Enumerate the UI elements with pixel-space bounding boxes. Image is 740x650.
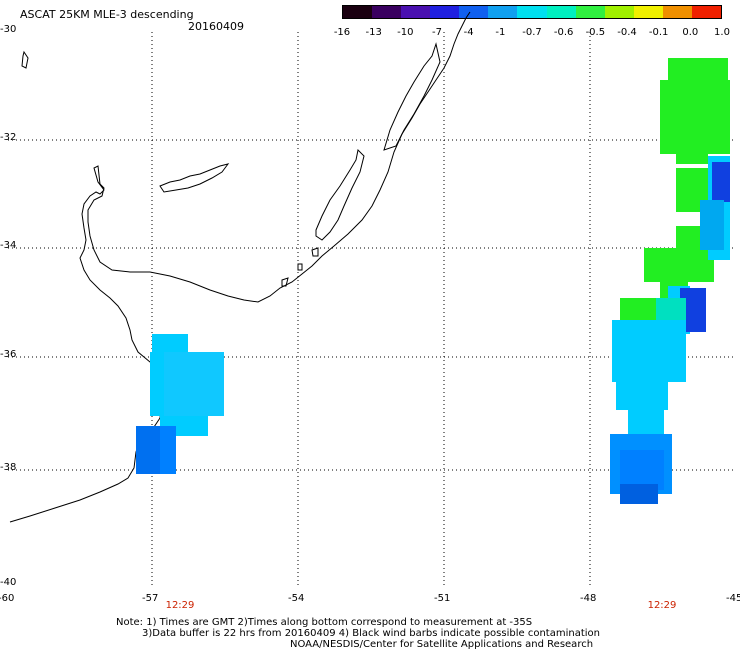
- wind-cell: [164, 352, 224, 416]
- color-scale-label: -13: [365, 27, 382, 38]
- color-swatch: [604, 6, 634, 18]
- time-label-right: 12:29: [647, 600, 677, 611]
- wind-cell: [644, 248, 714, 282]
- island-lake-2: [297, 263, 303, 271]
- color-swatch: [546, 6, 576, 18]
- map-title: ASCAT 25KM MLE-3 descending: [20, 8, 194, 21]
- lat-axis-label: -38: [0, 462, 17, 473]
- lat-axis-label: -30: [0, 24, 17, 35]
- wind-cell: [620, 450, 664, 490]
- color-scale-label: -1: [495, 27, 506, 38]
- island-lake-3: [281, 277, 289, 287]
- note-line-3: NOAA/NESDIS/Center for Satellite Applica…: [290, 639, 594, 650]
- lat-axis-label: -36: [0, 349, 17, 360]
- color-scale-label: -0.5: [585, 27, 606, 38]
- time-label-left: 12:29: [165, 600, 195, 611]
- lon-axis-label: -51: [434, 593, 451, 604]
- wind-cell: [712, 162, 730, 202]
- color-scale-label: -0.6: [553, 27, 574, 38]
- lon-axis-label: -60: [0, 593, 15, 604]
- note-line-1: Note: 1) Times are GMT 2)Times along bot…: [116, 617, 533, 628]
- color-swatch: [575, 6, 605, 18]
- color-scale-label: 0.0: [682, 27, 699, 38]
- wind-swaths: [136, 58, 730, 504]
- color-scale-label: -16: [333, 27, 351, 38]
- river-estuary: [159, 163, 230, 193]
- color-swatch: [343, 6, 373, 18]
- color-scale-label: 1.0: [714, 27, 730, 38]
- wind-cell: [620, 484, 658, 504]
- wind-cell: [676, 150, 708, 164]
- lon-axis-label: -54: [288, 593, 305, 604]
- lagoon-north-shoreline: [383, 42, 441, 151]
- wind-cell: [136, 426, 160, 474]
- island-lake: [311, 247, 319, 257]
- lat-axis-label: -34: [0, 240, 17, 251]
- wind-cell: [628, 406, 664, 436]
- note-line-2: 3)Data buffer is 22 hrs from 20160409 4)…: [142, 628, 600, 639]
- lagoon-shoreline: [315, 148, 365, 241]
- color-scale-label: -4: [463, 27, 474, 38]
- lon-axis-label: -45: [726, 593, 740, 604]
- wind-cell: [700, 200, 724, 250]
- color-scale-label: -0.4: [617, 27, 637, 38]
- color-scale-label: -10: [397, 27, 414, 38]
- coastline: [9, 11, 471, 523]
- color-swatch: [633, 6, 663, 18]
- color-swatch: [488, 6, 518, 18]
- color-swatch: [517, 6, 547, 18]
- color-swatch: [372, 6, 402, 18]
- map-date: 20160409: [188, 20, 244, 33]
- color-scale-bar: [342, 5, 722, 19]
- color-swatch: [662, 6, 692, 18]
- color-scale-label: -7: [432, 27, 442, 38]
- color-swatch: [691, 6, 722, 18]
- color-swatch: [459, 6, 489, 18]
- color-scale-label: -0.1: [648, 27, 669, 38]
- color-swatch: [401, 6, 431, 18]
- wind-cell: [660, 80, 730, 154]
- lon-axis-label: -57: [142, 593, 159, 604]
- color-scale-label: -0.7: [522, 27, 542, 38]
- lat-axis-label: -32: [0, 132, 17, 143]
- lat-lon-grid: [8, 32, 736, 585]
- lat-axis-label: -40: [0, 577, 17, 588]
- island-small: [21, 50, 29, 69]
- color-swatch: [430, 6, 460, 18]
- wind-cell: [612, 320, 686, 382]
- lon-axis-label: -48: [580, 593, 597, 604]
- wind-cell: [616, 380, 668, 410]
